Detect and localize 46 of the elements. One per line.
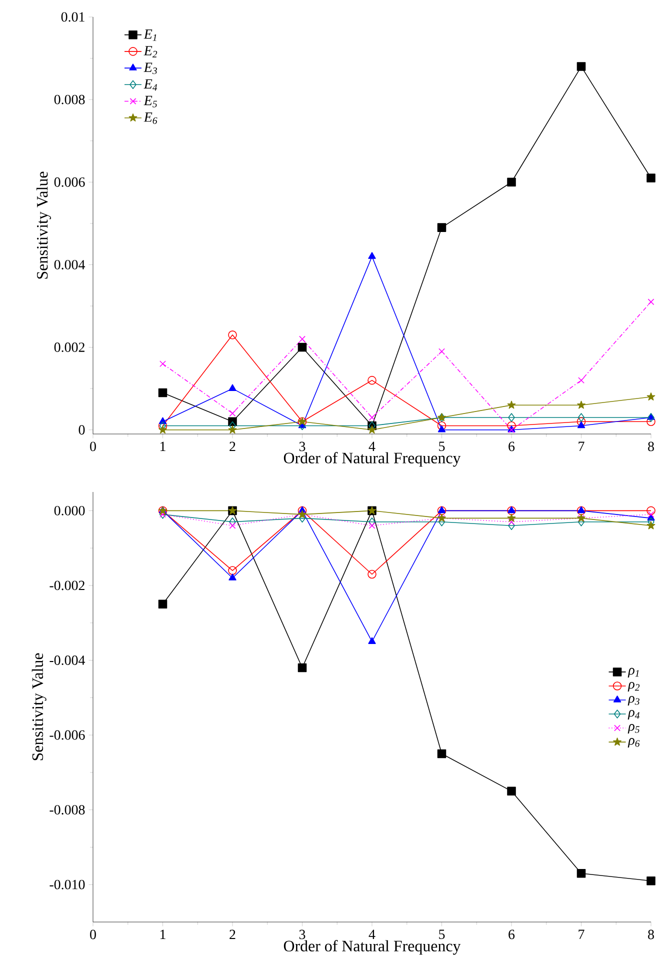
y-tick-label: 0.008: [54, 94, 85, 104]
x-tick-label: 6: [508, 442, 515, 452]
x-tick-label: 5: [439, 930, 445, 940]
legend-label: ρ$_{3}$: [628, 696, 640, 706]
x-tick-label: 1: [160, 930, 166, 939]
y-tick-label: -0.002: [50, 580, 84, 590]
y-tick-label: 0.006: [54, 177, 85, 187]
legend-label: E$_{4}$: [144, 79, 158, 91]
legend-label: E$_{2}$: [144, 46, 158, 58]
x-axis-title: Order of Natural Frequency: [284, 452, 461, 467]
x-tick-label: 8: [648, 930, 654, 940]
x-tick-label: 4: [368, 442, 376, 451]
y-tick-label: 0.000: [54, 506, 85, 516]
legend-label: ρ$_{4}$: [628, 710, 640, 720]
x-tick-label: 3: [299, 442, 306, 452]
x-tick-label: 6: [508, 930, 515, 940]
y-axis-title: Sensitivity Value: [32, 653, 46, 760]
x-tick-label: 4: [368, 930, 376, 939]
legend-label: ρ$_{6}$: [628, 738, 640, 748]
y-tick-label: 0.004: [54, 260, 86, 270]
y-tick-label: -0.004: [50, 656, 86, 665]
x-tick-label: 0: [90, 442, 96, 452]
y-tick-label: -0.010: [50, 880, 85, 890]
y-tick-label: 0.002: [54, 342, 84, 352]
x-tick-label: 7: [578, 930, 584, 939]
y-tick-label: -0.008: [50, 805, 85, 815]
legend-label: ρ$_{2}$: [628, 682, 640, 692]
x-tick-label: 3: [299, 930, 306, 940]
x-tick-label: 2: [230, 442, 236, 451]
x-tick-label: 0: [90, 930, 96, 940]
legend-label: E$_{3}$: [144, 62, 157, 74]
y-axis-title: Sensitivity Value: [36, 172, 51, 279]
x-axis-title: Order of Natural Frequency: [284, 940, 461, 955]
legend-label: ρ$_{1}$: [628, 668, 639, 678]
legend-label: E$_{5}$: [144, 96, 157, 108]
y-tick-label: 0: [78, 425, 85, 435]
y-tick-label: 0.01: [61, 12, 84, 22]
x-tick-label: 5: [439, 442, 445, 452]
legend-label: E$_{6}$: [144, 112, 158, 124]
x-tick-label: 7: [578, 442, 584, 451]
x-tick-label: 8: [648, 442, 654, 452]
x-tick-label: 1: [160, 442, 166, 451]
x-tick-label: 2: [230, 930, 236, 940]
y-tick-label: -0.006: [50, 730, 85, 740]
legend-label: ρ$_{5}$: [628, 724, 640, 734]
legend-label: E$_{1}$: [144, 30, 156, 41]
